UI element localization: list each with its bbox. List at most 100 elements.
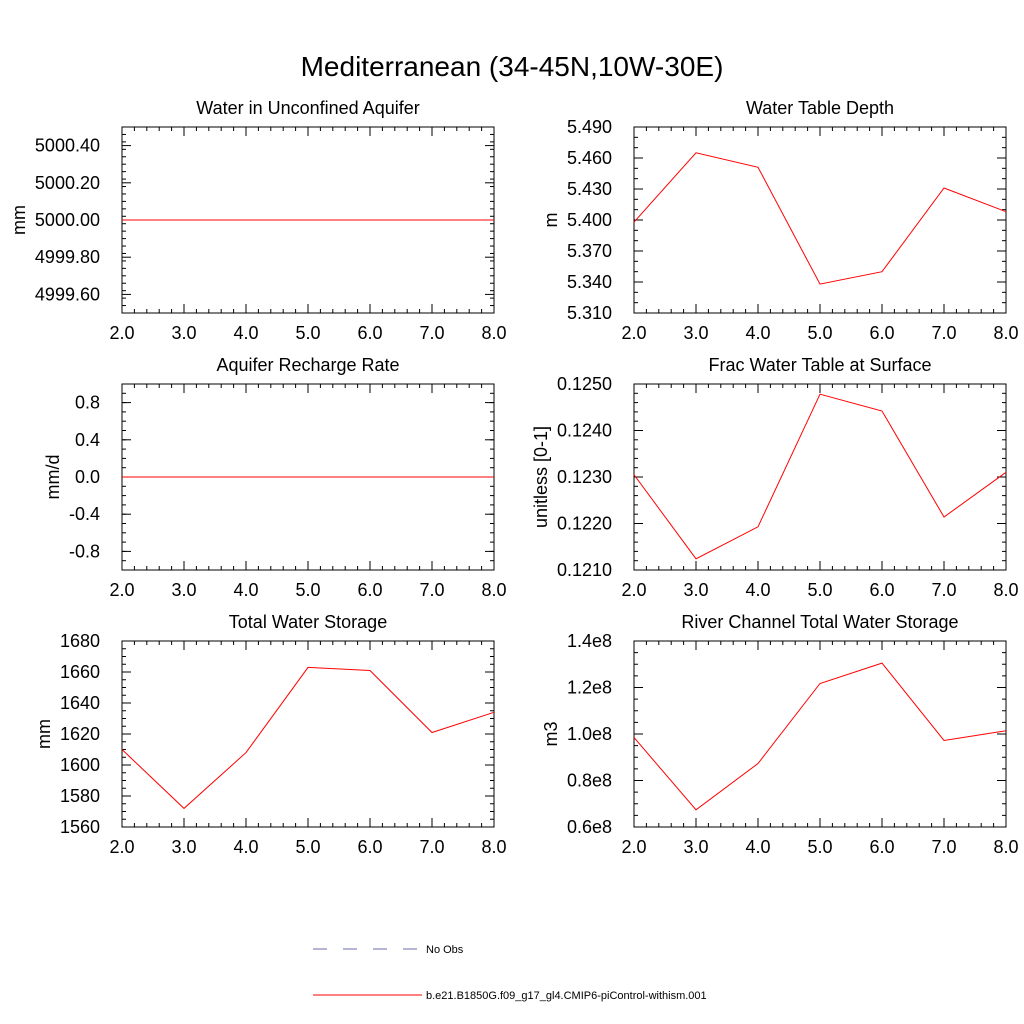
chart-panel-4: Total Water Storage 2.0 3.0 4.0 5.0 6.0 7.0 8.0… [34, 612, 507, 857]
y-axis-label: m [541, 213, 561, 228]
y-tick-label: 0.1230 [557, 467, 612, 487]
x-tick-label: 6.0 [357, 580, 382, 600]
chart-title: River Channel Total Water Storage [681, 612, 958, 632]
x-tick-label: 2.0 [109, 837, 134, 857]
y-tick-label: 5.340 [567, 272, 612, 292]
y-tick-label: 0.1220 [557, 514, 612, 534]
y-tick-label: 0.1240 [557, 421, 612, 441]
series-line [633, 393, 1007, 560]
x-tick-label: 8.0 [481, 580, 506, 600]
series-line [121, 666, 495, 810]
x-tick-label: 2.0 [621, 323, 646, 343]
x-tick-label: 5.0 [295, 580, 320, 600]
y-tick-label: 1580 [60, 786, 100, 806]
y-tick-label: 1.0e8 [567, 724, 612, 744]
x-tick-label: 5.0 [295, 323, 320, 343]
page-title: Mediterranean (34-45N,10W-30E) [301, 51, 724, 82]
x-tick-label: 6.0 [357, 323, 382, 343]
y-tick-label: 0.0 [75, 467, 100, 487]
y-tick-label: 5.490 [567, 117, 612, 137]
x-tick-label: 3.0 [171, 323, 196, 343]
x-tick-label: 5.0 [807, 837, 832, 857]
legend-item-no-obs: No Obs [313, 944, 464, 956]
x-tick-label: 2.0 [109, 580, 134, 600]
y-tick-label: 1.2e8 [567, 678, 612, 698]
y-axis-label: mm [34, 719, 54, 749]
y-tick-label: 1640 [60, 693, 100, 713]
chart-title: Water Table Depth [746, 98, 894, 118]
x-tick-label: 4.0 [233, 580, 258, 600]
x-tick-label: 4.0 [233, 323, 258, 343]
y-tick-label: -0.4 [69, 504, 100, 524]
x-tick-label: 7.0 [419, 323, 444, 343]
chart-panel-0: Water in Unconfined Aquifer 2.0 3.0 4.0 5.0 6… [9, 98, 507, 343]
series-line [633, 662, 1007, 811]
x-tick-label: 5.0 [807, 323, 832, 343]
y-axis-label: unitless [0-1] [531, 426, 551, 528]
chart-panel-3: Frac Water Table at Surface 2.0 3.0 4.0 5.0 6… [531, 355, 1019, 600]
y-axis-label: m3 [541, 721, 561, 746]
x-tick-label: 7.0 [931, 580, 956, 600]
x-tick-label: 6.0 [869, 837, 894, 857]
y-tick-label: 0.1210 [557, 560, 612, 580]
y-tick-label: 5000.40 [35, 136, 100, 156]
y-tick-label: 1.4e8 [567, 631, 612, 651]
y-axis-label: mm [9, 205, 29, 235]
y-tick-label: 1620 [60, 724, 100, 744]
y-tick-label: 0.1250 [557, 374, 612, 394]
x-tick-label: 7.0 [931, 837, 956, 857]
x-tick-label: 4.0 [745, 837, 770, 857]
x-tick-label: 4.0 [745, 580, 770, 600]
chart-title: Frac Water Table at Surface [708, 355, 931, 375]
x-tick-label: 6.0 [357, 837, 382, 857]
plot-frame [633, 640, 1007, 828]
x-tick-label: 2.0 [621, 837, 646, 857]
x-tick-label: 8.0 [993, 580, 1018, 600]
x-tick-label: 7.0 [419, 580, 444, 600]
plot-frame [633, 126, 1007, 314]
series-line [633, 152, 1007, 285]
chart-panel-5: River Channel Total Water Storage 2.0 3.0 4… [541, 612, 1019, 857]
x-tick-label: 2.0 [621, 580, 646, 600]
y-tick-label: 1560 [60, 817, 100, 837]
x-tick-label: 2.0 [109, 323, 134, 343]
x-tick-label: 8.0 [993, 323, 1018, 343]
y-tick-label: 4999.80 [35, 247, 100, 267]
y-tick-label: 0.4 [75, 430, 100, 450]
y-tick-label: 5000.00 [35, 210, 100, 230]
x-tick-label: 7.0 [931, 323, 956, 343]
x-tick-label: 3.0 [683, 837, 708, 857]
x-tick-label: 7.0 [419, 837, 444, 857]
y-tick-label: 0.8 [75, 393, 100, 413]
x-tick-label: 8.0 [481, 837, 506, 857]
y-tick-label: 0.6e8 [567, 817, 612, 837]
legend-item-model-run: b.e21.B1850G.f09_g17_gl4.CMIP6-piControl… [313, 990, 707, 1002]
chart-title: Total Water Storage [229, 612, 387, 632]
y-tick-label: 5.430 [567, 179, 612, 199]
plot-frame [633, 383, 1007, 571]
y-tick-label: 1660 [60, 662, 100, 682]
x-tick-label: 8.0 [993, 837, 1018, 857]
chart-panel-1: Water Table Depth 2.0 3.0 4.0 5.0 6.0 7.0 8.0 5.… [541, 98, 1019, 343]
x-tick-label: 3.0 [683, 323, 708, 343]
x-tick-label: 3.0 [683, 580, 708, 600]
y-tick-label: 1680 [60, 631, 100, 651]
y-tick-label: -0.8 [69, 541, 100, 561]
chart-title: Water in Unconfined Aquifer [196, 98, 419, 118]
y-tick-label: 5000.20 [35, 173, 100, 193]
x-tick-label: 3.0 [171, 837, 196, 857]
y-tick-label: 5.460 [567, 148, 612, 168]
legend: No Obs b.e21.B1850G.f09_g17_gl4.CMIP6-pi… [313, 944, 707, 1002]
legend-label-no-obs: No Obs [426, 944, 464, 956]
x-tick-label: 8.0 [481, 323, 506, 343]
y-tick-label: 0.8e8 [567, 771, 612, 791]
x-tick-label: 6.0 [869, 580, 894, 600]
plot-frame [121, 640, 495, 828]
x-tick-label: 6.0 [869, 323, 894, 343]
y-tick-label: 5.310 [567, 303, 612, 323]
y-tick-label: 5.370 [567, 241, 612, 261]
chart-title: Aquifer Recharge Rate [216, 355, 399, 375]
x-tick-label: 5.0 [807, 580, 832, 600]
y-axis-label: mm/d [43, 455, 63, 500]
